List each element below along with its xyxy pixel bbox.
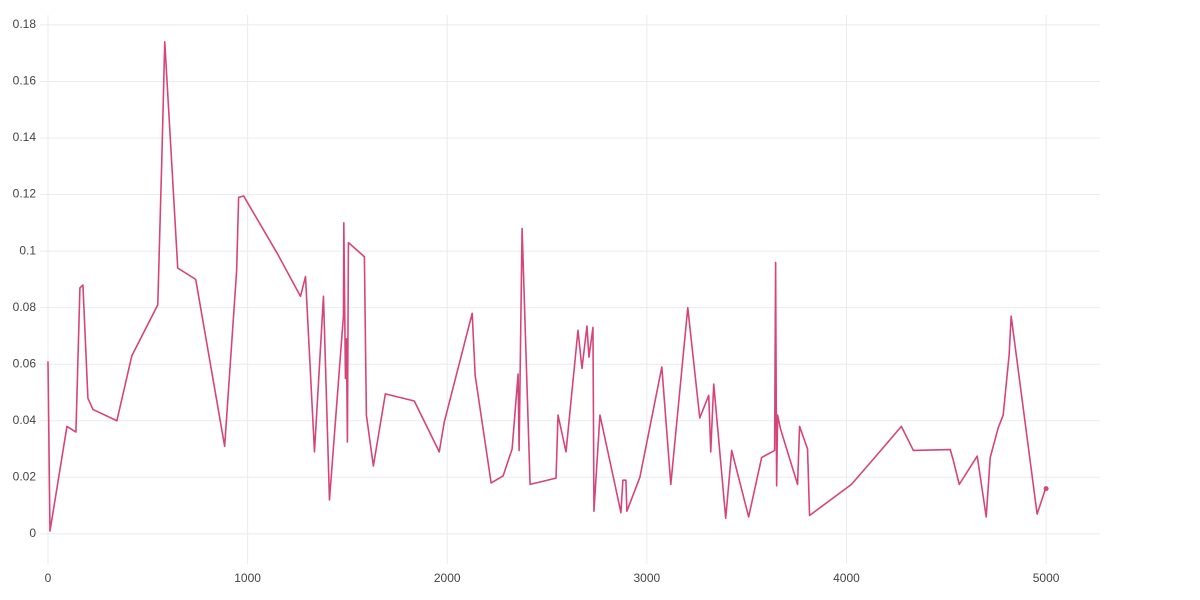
y-tick-label: 0.16 bbox=[13, 74, 37, 88]
y-tick-label: 0.08 bbox=[13, 300, 37, 314]
x-tick-label: 2000 bbox=[434, 571, 461, 585]
y-tick-label: 0.18 bbox=[13, 17, 37, 31]
y-tick-label: 0.1 bbox=[19, 243, 36, 257]
line bbox=[47, 41, 1047, 532]
x-tick-label: 5000 bbox=[1033, 571, 1060, 585]
y-tick-label: 0.04 bbox=[13, 413, 37, 427]
end-point bbox=[1043, 486, 1049, 492]
y-tick-label: 0.12 bbox=[13, 187, 37, 201]
x-tick-label: 0 bbox=[45, 571, 52, 585]
y-tick-label: 0 bbox=[29, 526, 36, 540]
y-tick-label: 0.02 bbox=[13, 469, 37, 483]
y-tick-label: 0.06 bbox=[13, 356, 37, 370]
x-tick-label: 1000 bbox=[234, 571, 261, 585]
y-tick-label: 0.14 bbox=[13, 130, 37, 144]
x-tick-label: 4000 bbox=[833, 571, 860, 585]
x-tick-label: 3000 bbox=[634, 571, 661, 585]
